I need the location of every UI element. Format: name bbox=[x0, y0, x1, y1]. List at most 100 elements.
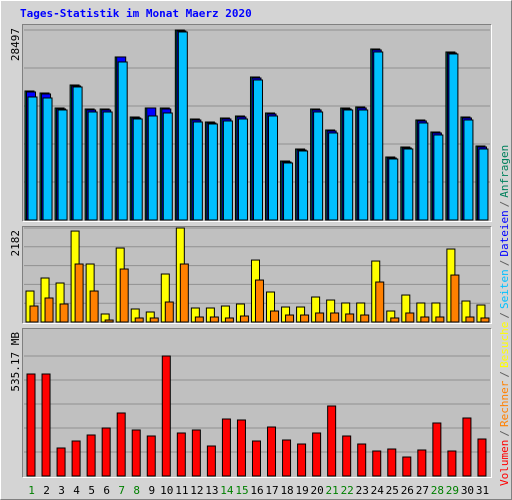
bar bbox=[267, 426, 277, 477]
bar bbox=[357, 443, 367, 477]
panel-bevel-light bbox=[22, 226, 492, 324]
x-tick-label: 3 bbox=[58, 484, 65, 497]
bar bbox=[405, 312, 415, 323]
legend-entry: Volumen bbox=[498, 440, 511, 486]
legend-separator: / bbox=[498, 201, 511, 208]
bar bbox=[192, 121, 203, 221]
panel-bevel-dark bbox=[22, 226, 492, 324]
bar bbox=[104, 319, 114, 323]
bar bbox=[388, 158, 399, 221]
bar bbox=[312, 432, 322, 477]
bar bbox=[283, 162, 294, 221]
x-tick-label: 26 bbox=[401, 484, 414, 497]
bar bbox=[222, 120, 233, 221]
chart-title: Tages-Statistik im Monat Maerz 2020 bbox=[20, 7, 252, 20]
bar bbox=[161, 355, 171, 477]
bar bbox=[194, 316, 204, 323]
bar bbox=[375, 281, 385, 323]
x-tick-label: 2 bbox=[43, 484, 50, 497]
bar bbox=[176, 432, 186, 477]
x-tick-label: 17 bbox=[265, 484, 278, 497]
bar bbox=[328, 132, 339, 221]
bar bbox=[447, 450, 457, 477]
bar bbox=[239, 315, 249, 323]
x-tick-label: 8 bbox=[133, 484, 140, 497]
bar bbox=[164, 301, 174, 323]
bar bbox=[282, 439, 292, 477]
x-tick-label: 18 bbox=[280, 484, 293, 497]
bar bbox=[87, 111, 98, 221]
bar bbox=[224, 317, 234, 323]
bar bbox=[465, 316, 475, 323]
bar bbox=[463, 119, 474, 221]
bar bbox=[209, 316, 219, 323]
bar bbox=[342, 435, 352, 477]
panel-bevel-dark bbox=[22, 328, 492, 478]
bar bbox=[417, 449, 427, 477]
bar bbox=[177, 31, 188, 221]
bar bbox=[402, 456, 412, 477]
x-tick-label: 30 bbox=[461, 484, 474, 497]
bar bbox=[480, 317, 490, 323]
bar bbox=[432, 422, 442, 477]
y-tick-label: 28497 bbox=[9, 28, 22, 61]
bar bbox=[132, 118, 143, 221]
x-tick-label: 21 bbox=[326, 484, 339, 497]
bar bbox=[360, 314, 370, 323]
x-tick-label: 20 bbox=[311, 484, 324, 497]
x-tick-label: 9 bbox=[148, 484, 155, 497]
bar bbox=[358, 109, 369, 221]
bar bbox=[101, 427, 111, 477]
bar bbox=[298, 150, 309, 221]
bar bbox=[270, 310, 280, 323]
bar bbox=[44, 297, 54, 323]
x-tick-label: 28 bbox=[431, 484, 444, 497]
panel-bevel-dark bbox=[22, 24, 492, 222]
x-tick-label: 6 bbox=[103, 484, 110, 497]
bar bbox=[313, 111, 324, 221]
bar bbox=[72, 86, 83, 221]
bar bbox=[162, 112, 173, 221]
bar bbox=[420, 316, 430, 323]
bar bbox=[56, 447, 66, 477]
bar bbox=[297, 443, 307, 477]
bar bbox=[285, 314, 295, 323]
x-tick-label: 1 bbox=[28, 484, 35, 497]
legend-entry: Dateien bbox=[498, 210, 511, 256]
bar bbox=[435, 316, 445, 323]
bar bbox=[146, 435, 156, 477]
legend-entry: Seiten bbox=[498, 269, 511, 309]
panel-bevel-light bbox=[22, 24, 492, 222]
bar bbox=[403, 148, 414, 221]
bar bbox=[387, 448, 397, 477]
x-tick-label: 31 bbox=[476, 484, 489, 497]
bar bbox=[477, 438, 487, 477]
bar bbox=[26, 373, 36, 477]
bar bbox=[345, 313, 355, 323]
legend-entry: Besuche bbox=[498, 322, 511, 368]
legend-separator: / bbox=[498, 430, 511, 437]
bar bbox=[74, 263, 84, 323]
x-tick-label: 5 bbox=[88, 484, 95, 497]
bar bbox=[268, 115, 279, 221]
bar bbox=[149, 317, 159, 323]
y-tick-label: 2182 bbox=[9, 230, 22, 257]
x-tick-label: 23 bbox=[356, 484, 369, 497]
bar bbox=[478, 148, 489, 221]
x-tick-label: 15 bbox=[235, 484, 248, 497]
x-tick-label: 27 bbox=[416, 484, 429, 497]
bar bbox=[57, 109, 68, 221]
x-tick-label: 10 bbox=[160, 484, 173, 497]
legend-entry: Rechner bbox=[498, 380, 511, 427]
bar bbox=[390, 317, 400, 323]
x-tick-label: 22 bbox=[341, 484, 354, 497]
bar bbox=[315, 312, 325, 323]
bar bbox=[147, 115, 158, 221]
bar bbox=[102, 111, 113, 221]
legend-entry: Anfragen bbox=[498, 145, 511, 198]
x-tick-label: 11 bbox=[175, 484, 188, 497]
x-tick-label: 24 bbox=[371, 484, 385, 497]
bar bbox=[254, 279, 264, 323]
